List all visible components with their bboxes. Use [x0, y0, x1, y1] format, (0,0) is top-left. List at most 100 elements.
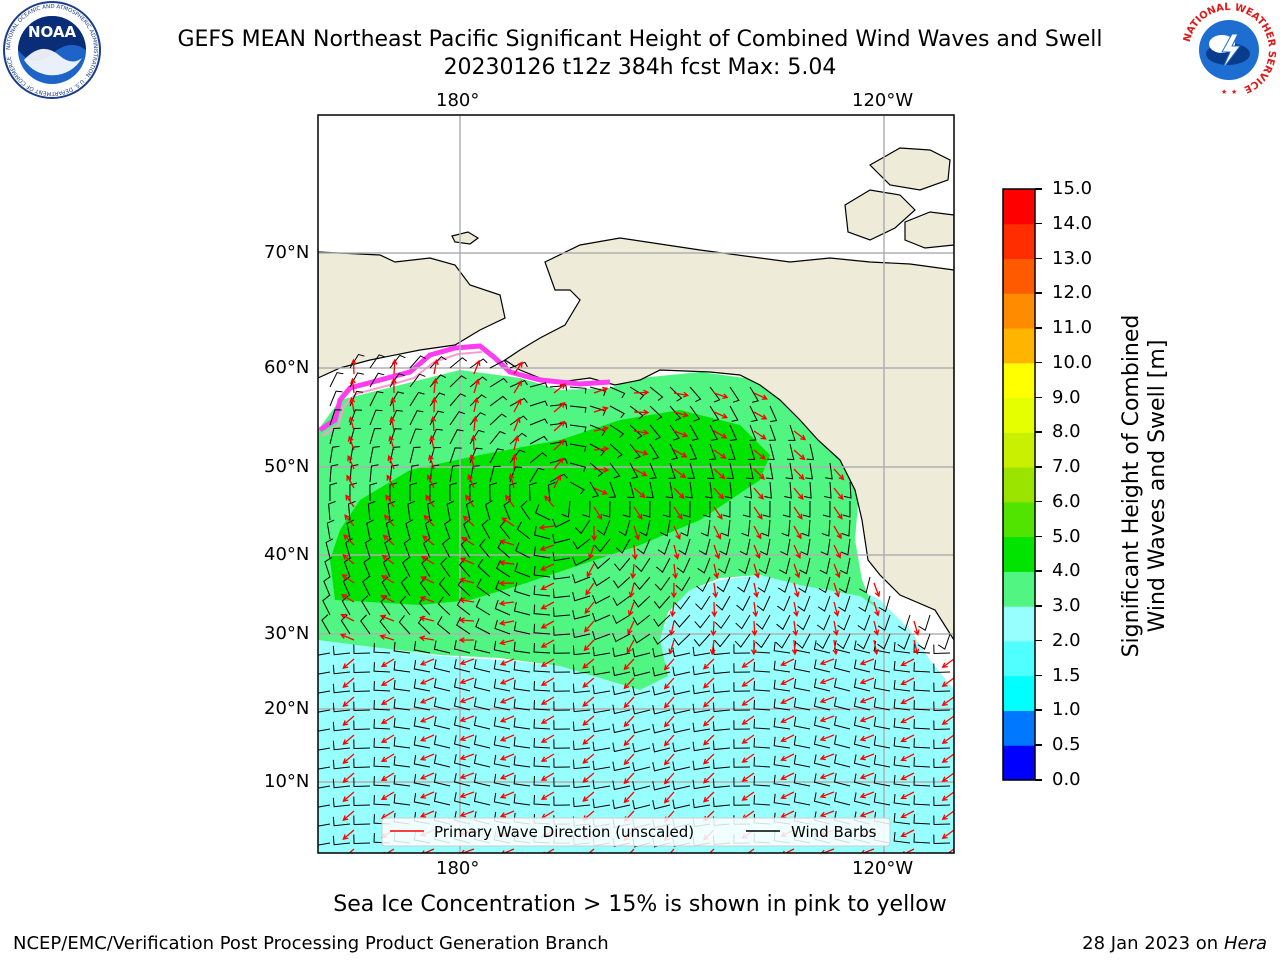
- wind-barb: [440, 557, 451, 578]
- wave-arrow: [344, 514, 355, 527]
- wave-arrow: [349, 396, 356, 413]
- wind-barb: [913, 738, 931, 749]
- wind-barb: [433, 773, 451, 787]
- colorbar-tick-mark: [1035, 222, 1042, 225]
- wind-barb: [353, 777, 371, 787]
- wind-barb: [773, 736, 791, 749]
- wind-barb: [858, 595, 871, 613]
- wind-barb: [369, 354, 386, 369]
- wind-barb: [413, 697, 431, 711]
- wind-barb: [493, 697, 511, 711]
- wave-arrow: [820, 848, 835, 853]
- wave-arrow: [467, 473, 475, 489]
- wave-arrow: [668, 639, 675, 655]
- wind-barb: [749, 405, 758, 422]
- wind-barb: [469, 376, 488, 388]
- colorbar-tick-mark: [1035, 535, 1042, 538]
- wind-barb: [533, 737, 551, 749]
- noaa-logo-text: NOAA: [28, 23, 77, 41]
- wind-barb: [433, 659, 451, 673]
- wind-barb: [629, 424, 643, 440]
- wind-barb: [373, 681, 391, 692]
- wave-arrow: [941, 791, 954, 802]
- wind-barb: [739, 538, 751, 556]
- wind-barb: [755, 614, 771, 630]
- colorbar-tick-label: 0.5: [1052, 734, 1081, 756]
- wave-arrow: [753, 544, 761, 560]
- wind-barb: [649, 443, 660, 460]
- wind-barb: [773, 679, 791, 692]
- wind-barb: [715, 595, 731, 611]
- wind-barb: [332, 835, 351, 846]
- wind-barb: [318, 785, 331, 789]
- wind-barb: [833, 640, 851, 654]
- noaa-logo: NATIONAL OCEANIC AND ATMOSPHERIC ADMINIS…: [3, 1, 101, 99]
- wind-barb: [733, 682, 751, 692]
- colorbar-tick-mark: [1035, 466, 1042, 468]
- wave-arrow: [380, 753, 395, 762]
- wind-barb: [632, 743, 651, 753]
- wind-barb: [328, 500, 336, 521]
- wave-arrow: [385, 494, 395, 508]
- wave-arrow: [588, 848, 595, 853]
- wind-barb: [409, 373, 426, 388]
- wave-arrow: [470, 434, 477, 451]
- wave-arrow: [859, 791, 875, 799]
- wind-barb: [692, 646, 711, 657]
- wind-barb: [495, 560, 511, 578]
- wave-arrow: [819, 772, 835, 780]
- wave-arrow: [633, 449, 649, 456]
- wind-barb: [569, 443, 587, 452]
- wave-arrow: [900, 734, 915, 743]
- wind-barb: [764, 481, 772, 499]
- wind-barb: [318, 671, 331, 675]
- wind-barb: [733, 663, 751, 673]
- wind-barb: [413, 792, 431, 806]
- wind-barb: [469, 429, 485, 445]
- wind-barb: [473, 735, 491, 749]
- colorbar-tick-mark: [1035, 292, 1042, 294]
- wave-arrow: [387, 454, 395, 470]
- wind-barb: [436, 616, 451, 635]
- wind-barb: [933, 682, 951, 693]
- wind-barb: [633, 595, 651, 608]
- wave-arrow: [383, 514, 395, 527]
- wind-barb: [672, 799, 691, 810]
- wind-barb: [672, 723, 691, 734]
- wave-arrow: [540, 772, 555, 781]
- land-north-america: [503, 237, 954, 642]
- wave-arrow: [819, 734, 835, 742]
- wave-arrow: [702, 658, 715, 670]
- wind-barb: [652, 743, 671, 753]
- wind-barb: [689, 443, 698, 460]
- wind-barb: [493, 754, 511, 768]
- wave-arrow: [473, 378, 480, 394]
- wind-barb: [553, 701, 571, 711]
- wave-arrow: [702, 677, 715, 689]
- wind-barb: [632, 705, 651, 715]
- wind-barb: [873, 736, 891, 749]
- wind-barb: [373, 700, 391, 711]
- wave-arrow: [379, 634, 395, 641]
- wind-barb: [712, 778, 731, 789]
- wind-barb: [841, 519, 851, 537]
- wind-barb: [712, 664, 731, 675]
- wind-barb: [767, 443, 775, 460]
- wave-arrow: [390, 396, 397, 413]
- wind-barb: [793, 792, 811, 806]
- legend-wind-label: Wind Barbs: [791, 823, 877, 841]
- wave-arrow: [582, 734, 595, 745]
- wave-arrow: [498, 580, 515, 587]
- wave-arrow: [499, 772, 515, 780]
- wind-barb: [553, 663, 571, 673]
- wind-barb: [592, 665, 611, 676]
- wave-arrow: [673, 487, 685, 500]
- wind-barb: [535, 504, 551, 521]
- wave-arrow: [419, 791, 435, 799]
- wave-arrow: [941, 677, 954, 688]
- colorbar-block: [1003, 362, 1035, 399]
- wind-barb: [753, 756, 771, 768]
- date-stamp: 28 Jan 2023 on Hera: [1082, 933, 1267, 954]
- wind-barb: [873, 717, 891, 730]
- wind-barb: [733, 701, 751, 711]
